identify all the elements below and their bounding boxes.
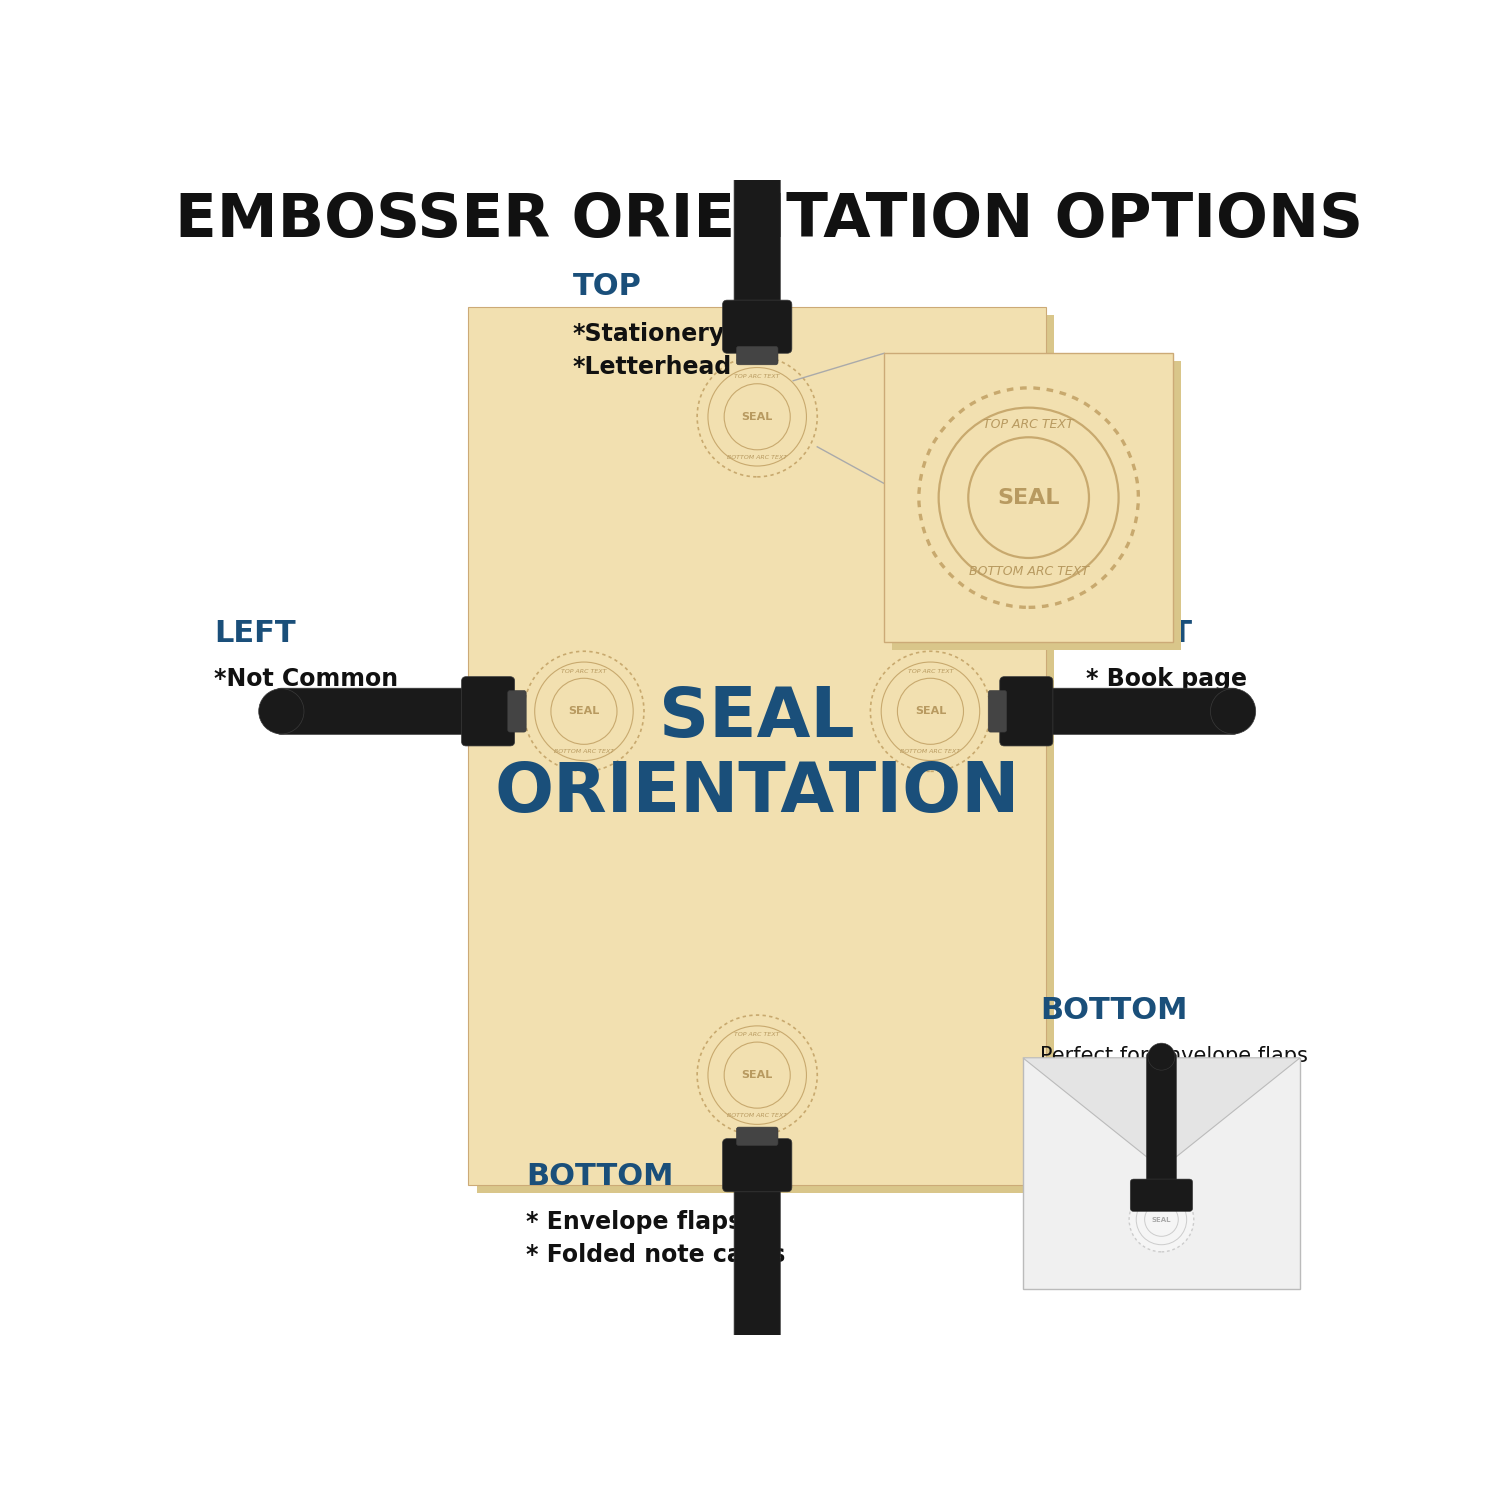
Text: LEFT: LEFT <box>214 620 296 648</box>
Polygon shape <box>1023 1058 1300 1168</box>
Bar <box>892 362 1180 650</box>
Text: SEAL: SEAL <box>998 488 1060 507</box>
Bar <box>468 308 1046 1185</box>
Text: TOP: TOP <box>573 273 642 302</box>
Text: BOTTOM ARC TEXT: BOTTOM ARC TEXT <box>728 454 788 459</box>
Bar <box>477 315 1054 1192</box>
Text: BOTTOM ARC TEXT: BOTTOM ARC TEXT <box>728 1113 788 1118</box>
Text: EMBOSSER ORIENTATION OPTIONS: EMBOSSER ORIENTATION OPTIONS <box>174 190 1364 250</box>
Text: TOP ARC TEXT: TOP ARC TEXT <box>735 374 780 380</box>
Text: * Envelope flaps
* Folded note cards: * Envelope flaps * Folded note cards <box>526 1210 786 1268</box>
Circle shape <box>698 1016 818 1136</box>
Circle shape <box>1130 1186 1194 1252</box>
Text: BOTTOM ARC TEXT: BOTTOM ARC TEXT <box>969 564 1089 578</box>
FancyBboxPatch shape <box>274 688 472 735</box>
Text: BOTTOM: BOTTOM <box>526 1161 674 1191</box>
FancyBboxPatch shape <box>736 1126 778 1146</box>
Text: BOTTOM ARC TEXT: BOTTOM ARC TEXT <box>554 748 614 754</box>
Text: SEAL: SEAL <box>741 413 772 422</box>
FancyBboxPatch shape <box>1131 1179 1192 1212</box>
Text: TOP ARC TEXT: TOP ARC TEXT <box>908 669 952 674</box>
FancyBboxPatch shape <box>1146 1052 1176 1188</box>
Text: TOP ARC TEXT: TOP ARC TEXT <box>984 417 1074 430</box>
Circle shape <box>920 388 1138 608</box>
Text: *Not Common: *Not Common <box>214 668 399 692</box>
Ellipse shape <box>1148 1042 1174 1070</box>
Text: SEAL: SEAL <box>660 684 855 750</box>
Ellipse shape <box>735 98 780 142</box>
FancyBboxPatch shape <box>734 112 780 312</box>
Text: BOTTOM: BOTTOM <box>1040 996 1188 1026</box>
FancyBboxPatch shape <box>462 676 514 746</box>
Text: SEAL: SEAL <box>1152 1216 1172 1222</box>
Text: TOP ARC TEXT: TOP ARC TEXT <box>735 1032 780 1038</box>
Text: SEAL: SEAL <box>915 706 946 717</box>
Text: SEAL: SEAL <box>568 706 600 717</box>
Text: ORIENTATION: ORIENTATION <box>495 759 1020 825</box>
Bar <box>1023 1058 1300 1288</box>
Circle shape <box>524 651 644 771</box>
FancyBboxPatch shape <box>723 1138 792 1192</box>
Text: SEAL: SEAL <box>741 1070 772 1080</box>
Text: TOP ARC TEXT: TOP ARC TEXT <box>561 669 606 674</box>
Text: RIGHT: RIGHT <box>1086 620 1192 648</box>
Text: * Book page: * Book page <box>1086 668 1248 692</box>
Text: Perfect for envelope flaps
or bottom of page seals: Perfect for envelope flaps or bottom of … <box>1040 1047 1308 1094</box>
Circle shape <box>870 651 990 771</box>
Ellipse shape <box>258 688 305 734</box>
FancyBboxPatch shape <box>734 1180 780 1378</box>
FancyBboxPatch shape <box>507 690 526 732</box>
Text: *Stationery
*Letterhead: *Stationery *Letterhead <box>573 322 732 378</box>
Ellipse shape <box>735 1350 780 1395</box>
FancyBboxPatch shape <box>736 346 778 364</box>
Ellipse shape <box>1210 688 1255 734</box>
FancyBboxPatch shape <box>1041 688 1240 735</box>
FancyBboxPatch shape <box>988 690 1006 732</box>
Bar <box>885 354 1173 642</box>
Circle shape <box>698 357 818 477</box>
FancyBboxPatch shape <box>999 676 1053 746</box>
FancyBboxPatch shape <box>723 300 792 354</box>
Text: BOTTOM ARC TEXT: BOTTOM ARC TEXT <box>900 748 960 754</box>
